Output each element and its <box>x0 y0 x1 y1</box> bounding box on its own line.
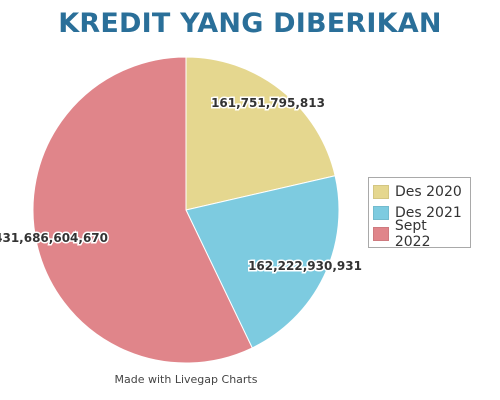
legend-swatch <box>373 184 389 199</box>
pie-slice-des-2021[interactable] <box>185 175 340 349</box>
legend-item-sept-2022[interactable]: Sept 2022 <box>373 218 466 250</box>
data-labels: 161,751,795,813 162,222,930,931 431,686,60… <box>0 95 363 275</box>
pie-slice-sept-2022[interactable] <box>32 56 253 364</box>
legend-label: Des 2021 <box>395 204 462 221</box>
chart-title: KREDIT YANG DIBERIKAN <box>58 8 442 39</box>
legend-swatch <box>373 226 389 241</box>
data-label: 431,686,604,670 <box>0 231 108 245</box>
legend: Des 2020 Des 2021 Sept 2022 <box>368 177 471 250</box>
pie-slice-des-2020[interactable] <box>185 56 336 211</box>
legend-item-des-2020[interactable]: Des 2020 <box>373 181 466 202</box>
credit-text: Made with Livegap Charts <box>114 373 258 386</box>
legend-item-des-2021[interactable]: Des 2021 <box>373 202 466 223</box>
data-label: 161,751,795,813 <box>211 96 325 110</box>
legend-swatch <box>373 205 389 220</box>
legend-label: Des 2020 <box>395 183 462 200</box>
data-label: 162,222,930,931 <box>248 259 362 273</box>
legend-label: Sept 2022 <box>394 217 431 250</box>
pie-slices <box>32 56 340 364</box>
